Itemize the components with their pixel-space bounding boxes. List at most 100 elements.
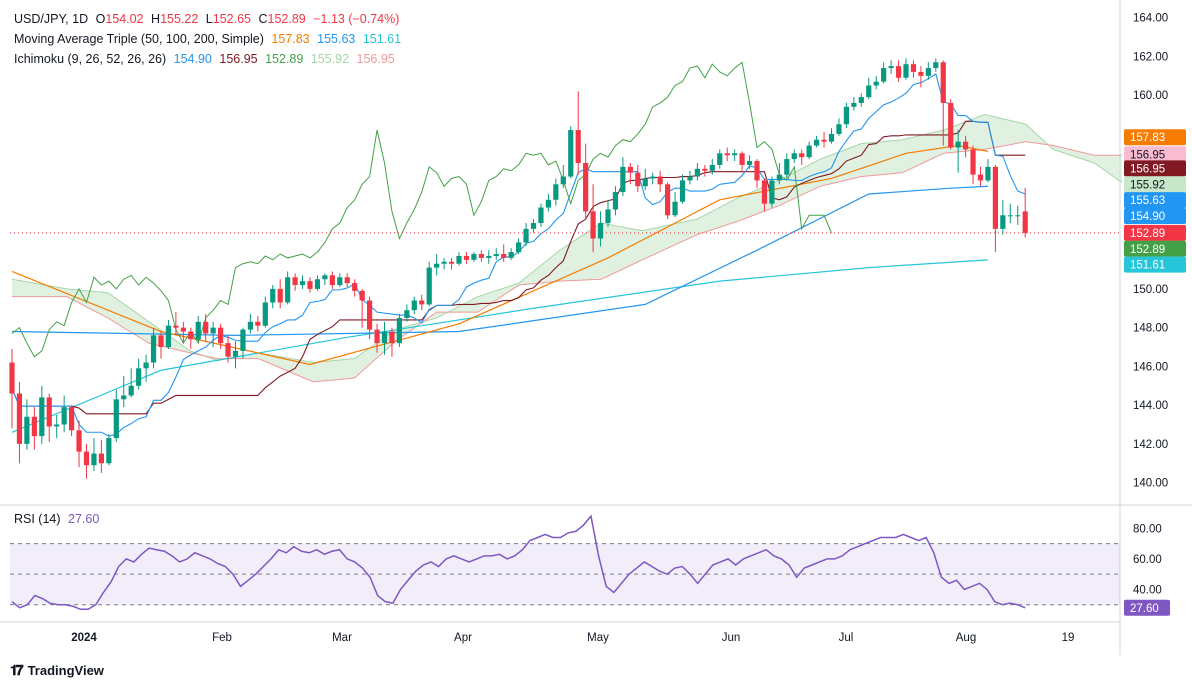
candle-body <box>180 327 186 332</box>
candle-body <box>247 321 253 330</box>
candle-body <box>106 438 112 464</box>
candle-body <box>977 174 984 181</box>
price-badge <box>1124 176 1186 193</box>
price-tick-label: 150.00 <box>1133 284 1168 296</box>
symbol-label[interactable]: USD/JPY, 1D <box>14 12 89 26</box>
ma200-value: 151.61 <box>362 32 402 46</box>
rsi-badge <box>1124 599 1170 616</box>
candle-body <box>24 416 30 444</box>
price-tick-label: 162.00 <box>1133 51 1168 63</box>
candle-body <box>98 453 104 464</box>
rsi-pane: 80.00 60.00 40.00 27.60 <box>10 514 1170 616</box>
candle-body <box>933 62 939 69</box>
candle-body <box>277 288 283 303</box>
candle-body <box>322 275 328 280</box>
candle-body <box>262 302 268 326</box>
candle-body <box>285 277 291 303</box>
candle-body <box>143 362 149 369</box>
price-badge <box>1124 208 1186 225</box>
ichimoku-legend[interactable]: Ichimoku (9, 26, 52, 26, 26) 154.90 156.… <box>14 52 399 66</box>
candle-body <box>31 416 37 437</box>
open-value: 154.02 <box>105 12 144 26</box>
candle-body <box>173 325 179 328</box>
candle-body <box>471 254 477 260</box>
rsi-tick-label: 60.00 <box>1133 554 1162 566</box>
price-badge <box>1124 129 1186 146</box>
candle-body <box>203 321 209 334</box>
candle-body <box>553 184 559 200</box>
ma100-line <box>11 185 988 336</box>
low-value: 152.65 <box>212 12 251 26</box>
candle-body <box>583 162 589 212</box>
span-b-value: 156.95 <box>356 52 395 66</box>
price-badge-label: 155.92 <box>1130 179 1165 191</box>
candle-body <box>307 281 313 289</box>
lagging-value: 152.89 <box>265 52 304 66</box>
ma-legend[interactable]: Moving Average Triple (50, 100, 200, Sim… <box>14 32 405 46</box>
candle-body <box>1022 211 1028 233</box>
candle-body <box>769 180 775 204</box>
ichimoku-conversion-line <box>11 72 1026 437</box>
candle-body <box>389 331 395 344</box>
candle-body <box>448 261 455 264</box>
candle-body <box>337 277 343 286</box>
candle-body <box>121 395 127 400</box>
open-label: O <box>95 12 106 26</box>
tradingview-brand[interactable]: 𝟏𝟕 TradingView <box>10 662 104 679</box>
candle-body <box>545 199 551 208</box>
ichimoku-lagging-line <box>11 61 832 358</box>
span-a-value: 155.92 <box>310 52 350 66</box>
candle-body <box>1000 215 1006 229</box>
candle-body <box>702 168 708 171</box>
candle-body <box>478 254 484 258</box>
price-badge-label: 151.61 <box>1130 260 1165 272</box>
candle-body <box>441 261 447 264</box>
candle-body <box>836 124 842 134</box>
close-value: 152.89 <box>267 12 306 26</box>
candle-body <box>910 64 917 72</box>
candle-body <box>672 201 678 216</box>
candle-body <box>314 279 321 289</box>
candle-body <box>612 192 619 210</box>
rsi-legend[interactable]: RSI (14) 27.60 <box>14 512 103 526</box>
candle-body <box>761 180 768 204</box>
candle-body <box>69 407 75 431</box>
candle-body <box>784 159 790 175</box>
low-label: L <box>205 12 213 26</box>
candle-body <box>16 393 23 444</box>
candle-body <box>367 300 373 330</box>
candle-body <box>232 350 239 357</box>
candle-body <box>754 161 760 181</box>
price-tick-label: 146.00 <box>1133 361 1168 373</box>
candle-body <box>590 211 596 239</box>
candle-body <box>165 325 172 348</box>
price-tick-label: 148.00 <box>1133 323 1168 335</box>
candle-body <box>776 174 782 181</box>
candle-body <box>873 81 879 86</box>
candle-body <box>881 68 887 82</box>
candle-body <box>724 153 730 156</box>
conversion-value: 154.90 <box>173 52 212 66</box>
price-badge <box>1124 240 1186 257</box>
candle-body <box>717 153 723 165</box>
candle-body <box>329 275 335 286</box>
candle-body <box>523 228 529 243</box>
indicator-lines <box>10 61 1120 437</box>
candle-body <box>411 300 417 311</box>
candle-body <box>359 290 365 301</box>
candle-body <box>463 255 470 260</box>
candle-body <box>292 277 298 286</box>
high-value: 155.22 <box>160 12 199 26</box>
price-badge-label: 155.63 <box>1130 195 1165 207</box>
candle-body <box>352 283 358 291</box>
candle-body <box>732 153 738 156</box>
close-label: C <box>258 12 268 26</box>
candle-body <box>985 166 991 181</box>
time-tick-label: Jul <box>839 632 854 644</box>
candle-body <box>218 327 224 344</box>
candle-body <box>679 180 686 202</box>
time-tick-label: Apr <box>454 632 472 644</box>
candle-body <box>821 139 827 142</box>
time-tick-label: May <box>587 632 609 644</box>
